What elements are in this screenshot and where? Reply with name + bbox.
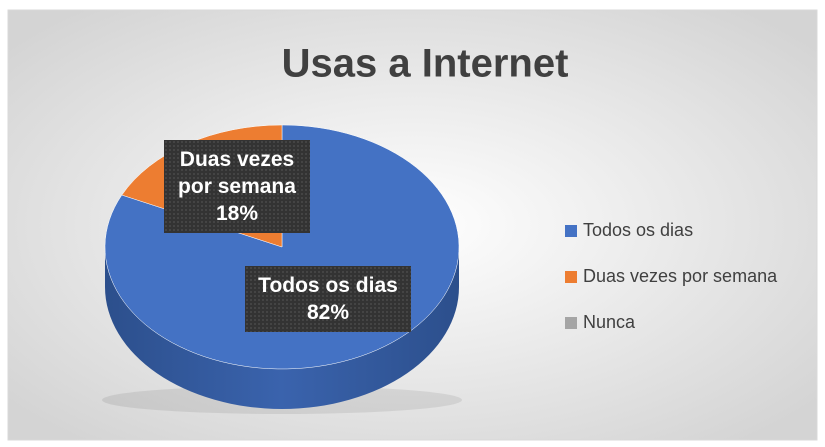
legend-label: Todos os dias: [583, 220, 693, 240]
data-label-value: 18%: [215, 202, 259, 225]
legend-swatch: [565, 271, 577, 283]
data-label-value: 82%: [306, 301, 350, 324]
chart-title: Usas a Internet: [282, 42, 569, 86]
legend-label: Duas vezes por semana: [583, 266, 778, 286]
data-label: Todos os dias 82%: [245, 266, 411, 332]
legend: Todos os dias Duas vezes por semana Nunca: [565, 220, 778, 332]
legend-swatch: [565, 225, 577, 237]
data-label: Duas vezes por semana 18%: [164, 140, 310, 233]
legend-swatch: [565, 317, 577, 329]
legend-label: Nunca: [583, 312, 636, 332]
pie-side: [105, 247, 459, 409]
data-label-category: Duas vezes por semana: [178, 148, 296, 198]
data-label-category: Todos os dias: [258, 274, 398, 297]
